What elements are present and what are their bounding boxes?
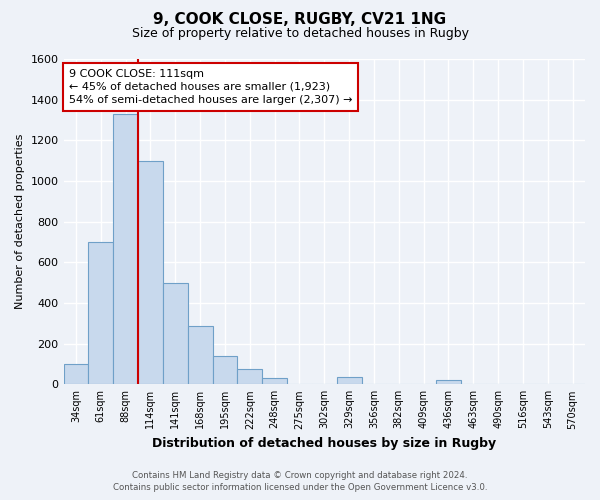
Bar xyxy=(163,282,188,384)
Bar xyxy=(262,378,287,384)
Bar xyxy=(113,114,138,384)
Bar xyxy=(64,364,88,384)
Bar xyxy=(188,326,212,384)
Text: Size of property relative to detached houses in Rugby: Size of property relative to detached ho… xyxy=(131,28,469,40)
Bar xyxy=(337,377,362,384)
Bar xyxy=(436,380,461,384)
Text: Contains HM Land Registry data © Crown copyright and database right 2024.
Contai: Contains HM Land Registry data © Crown c… xyxy=(113,471,487,492)
Text: 9, COOK CLOSE, RUGBY, CV21 1NG: 9, COOK CLOSE, RUGBY, CV21 1NG xyxy=(154,12,446,28)
Bar xyxy=(138,160,163,384)
Y-axis label: Number of detached properties: Number of detached properties xyxy=(15,134,25,310)
Bar xyxy=(88,242,113,384)
Text: 9 COOK CLOSE: 111sqm
← 45% of detached houses are smaller (1,923)
54% of semi-de: 9 COOK CLOSE: 111sqm ← 45% of detached h… xyxy=(69,69,352,105)
Bar xyxy=(212,356,238,384)
Bar xyxy=(238,369,262,384)
X-axis label: Distribution of detached houses by size in Rugby: Distribution of detached houses by size … xyxy=(152,437,496,450)
